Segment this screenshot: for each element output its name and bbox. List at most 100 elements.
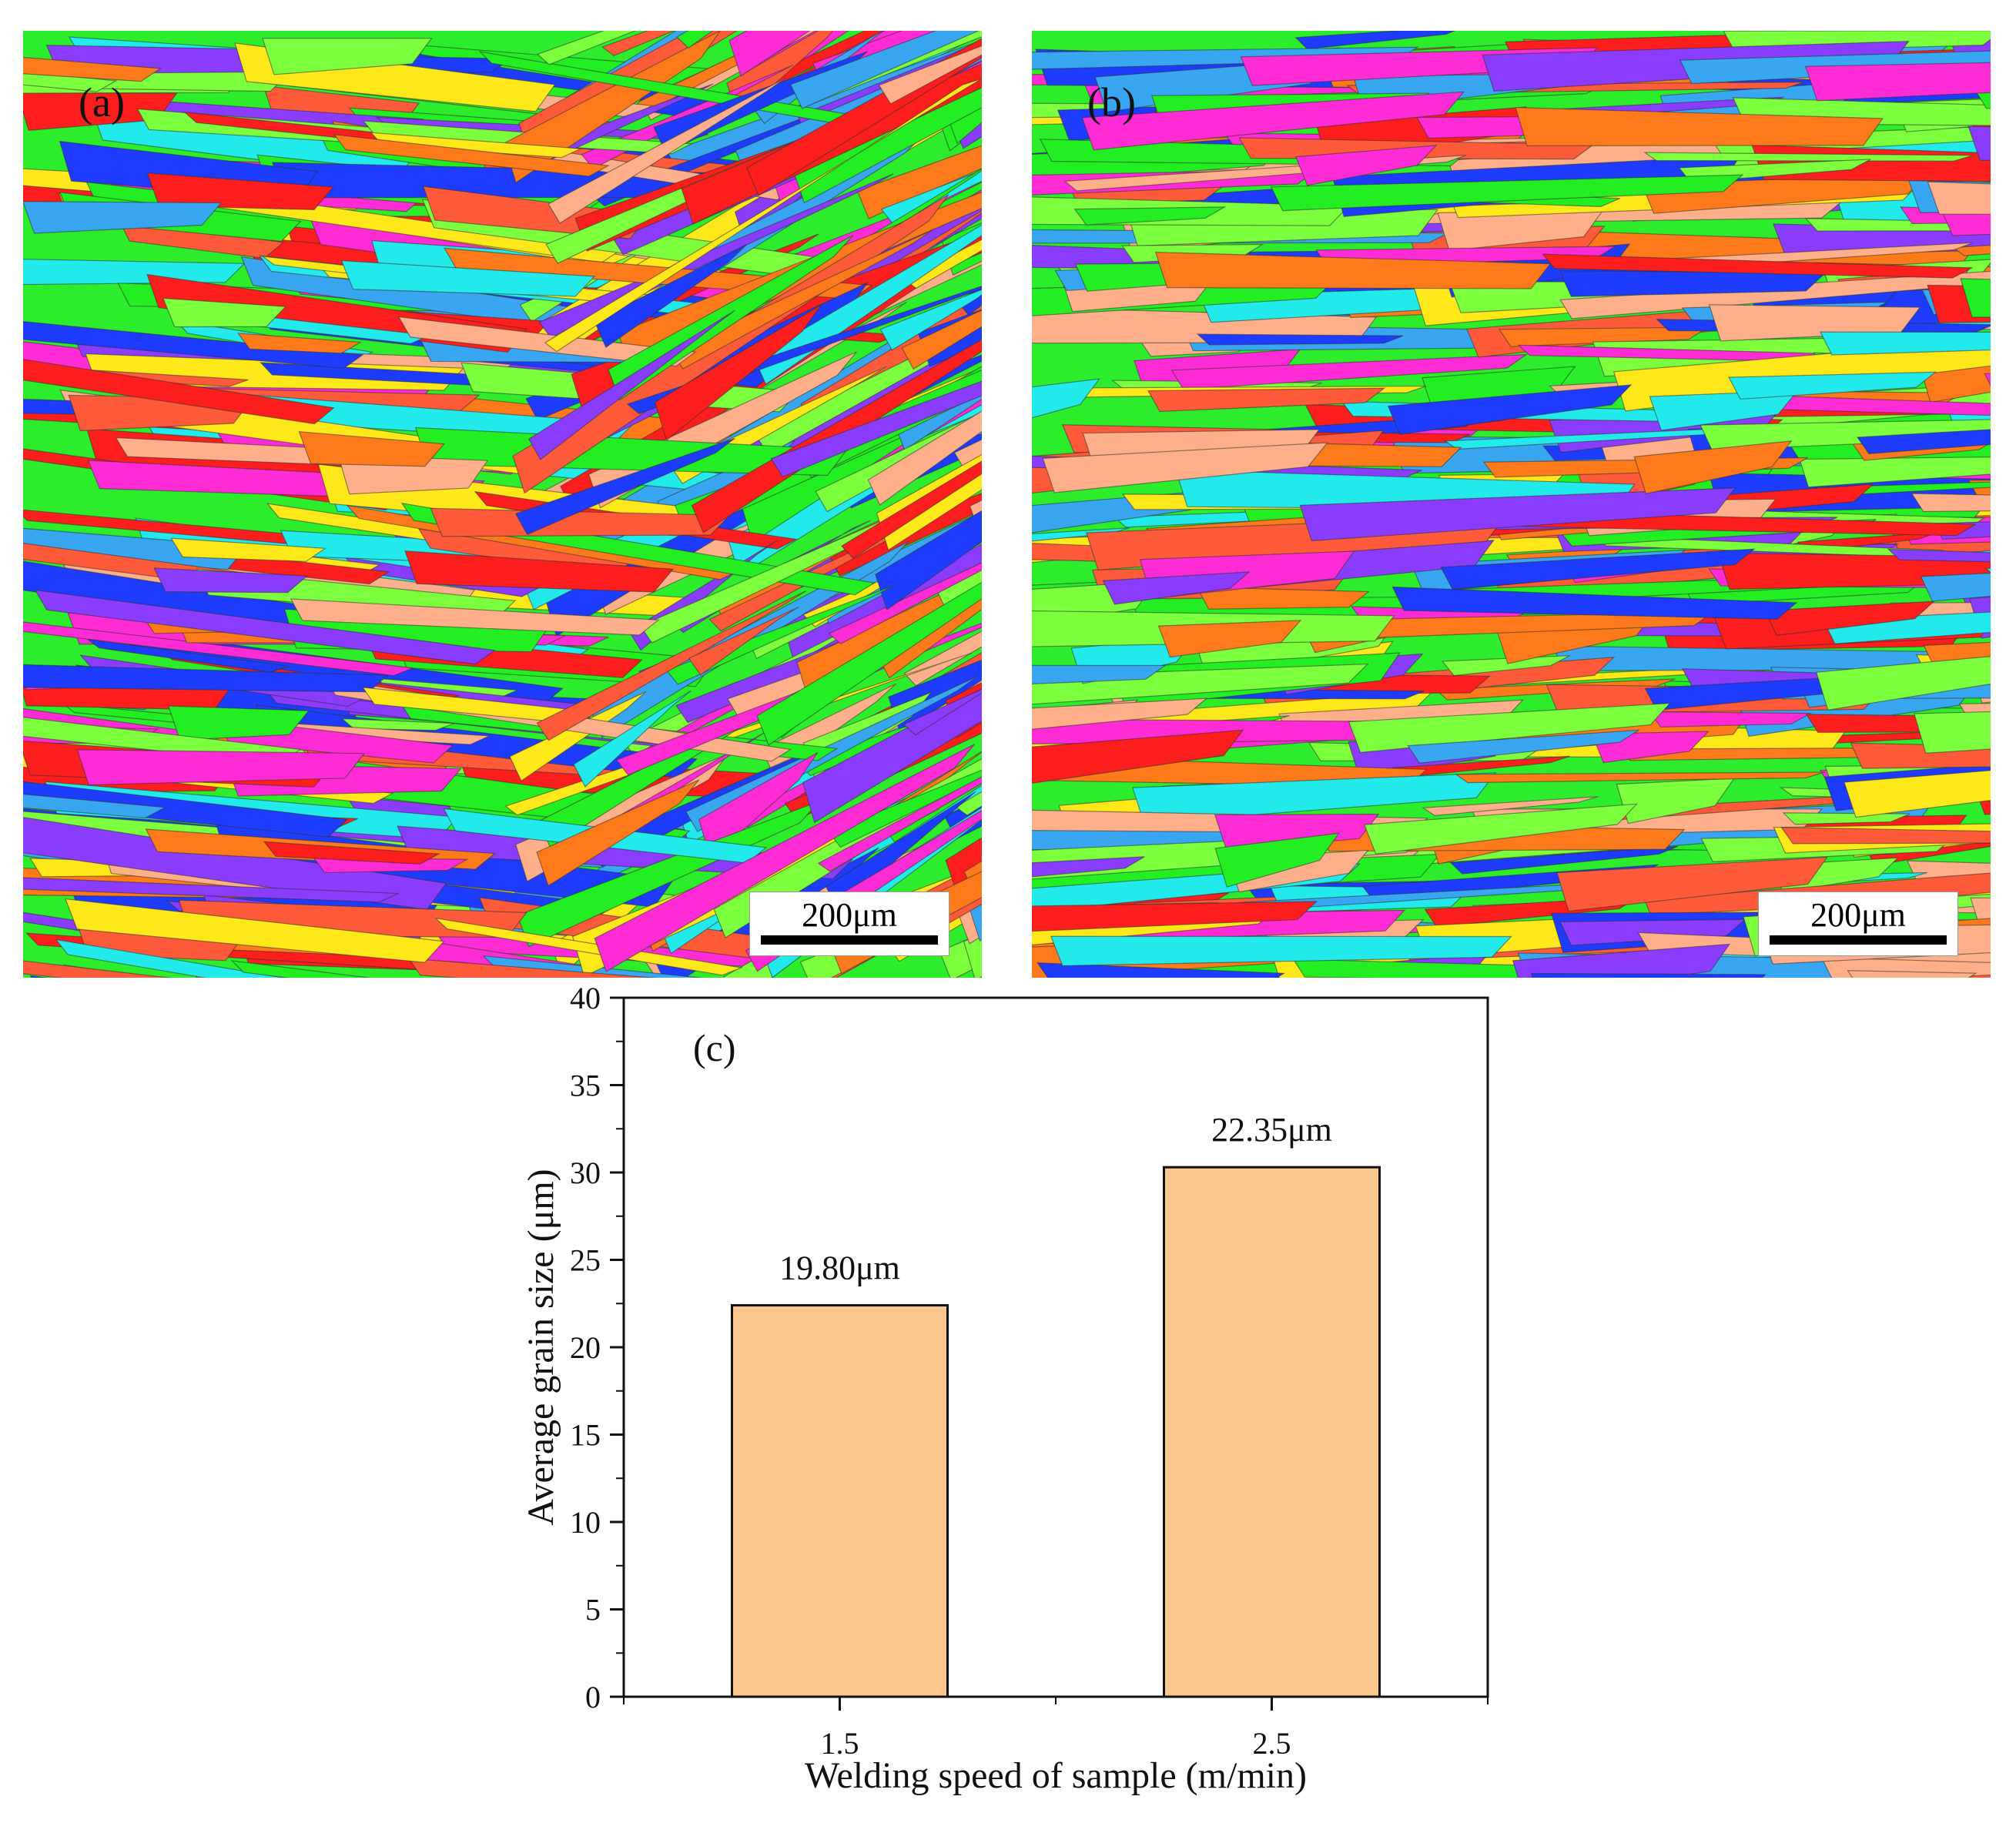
grain xyxy=(1911,493,1991,513)
grain xyxy=(901,309,982,370)
grain xyxy=(236,333,363,354)
grain xyxy=(1920,572,1991,602)
grain xyxy=(1270,174,1744,212)
chart-axes xyxy=(610,996,1489,1711)
grain xyxy=(817,776,982,872)
grain xyxy=(728,31,811,77)
grain xyxy=(263,841,441,865)
grain xyxy=(290,598,660,636)
grain xyxy=(1542,253,1974,279)
grain xyxy=(404,550,675,593)
grain xyxy=(1633,440,1793,495)
grain xyxy=(23,793,167,819)
grain xyxy=(230,960,372,978)
y-tick-label: 25 xyxy=(570,1243,601,1278)
grain xyxy=(1967,125,1991,161)
grain xyxy=(340,259,596,297)
grain xyxy=(548,77,786,224)
grain xyxy=(828,769,982,848)
grain xyxy=(23,781,349,838)
grain xyxy=(1032,378,1101,419)
grain xyxy=(1032,901,1318,932)
grain xyxy=(76,749,366,786)
y-tick-label: 0 xyxy=(585,1680,601,1714)
grain xyxy=(1032,697,1208,730)
grain xyxy=(1214,832,1340,888)
grain xyxy=(1391,586,1798,620)
grain xyxy=(676,31,714,49)
y-tick-label: 30 xyxy=(570,1156,601,1190)
grain xyxy=(594,243,748,349)
grain xyxy=(162,297,287,328)
grain xyxy=(1559,270,1991,319)
grain xyxy=(262,38,433,75)
grain xyxy=(1515,106,1884,147)
panel-label-a: (a) xyxy=(79,79,125,125)
y-tick-label: 15 xyxy=(570,1418,601,1453)
grain xyxy=(1648,711,1813,728)
grain xyxy=(1294,145,1438,186)
ebsd-grain-map-b xyxy=(1032,31,1991,978)
grain xyxy=(55,938,286,978)
grain xyxy=(954,791,982,816)
grain xyxy=(170,537,327,562)
grain xyxy=(23,321,364,369)
grain xyxy=(1170,353,1529,390)
grain xyxy=(514,437,735,536)
grain xyxy=(536,779,700,887)
grain xyxy=(688,607,799,676)
grain xyxy=(407,958,658,978)
grain xyxy=(1196,333,1404,346)
grain xyxy=(1196,586,1370,610)
grain xyxy=(1815,656,1991,711)
grain xyxy=(1387,384,1633,435)
grain xyxy=(29,975,50,978)
grain xyxy=(1530,972,1767,978)
chart-bars xyxy=(731,1166,1381,1698)
grain xyxy=(1856,429,1991,454)
grain xyxy=(770,380,982,478)
grain xyxy=(903,688,982,736)
grain xyxy=(340,717,455,731)
grain xyxy=(1147,387,1386,413)
grain xyxy=(756,581,982,746)
grain xyxy=(1643,152,1974,162)
grain xyxy=(1214,813,1380,851)
grain xyxy=(1407,729,1639,764)
grain xyxy=(1887,548,1991,563)
bar-value-label: 19.80μm xyxy=(779,1249,900,1287)
grain xyxy=(1764,600,1936,637)
panel-label-c: (c) xyxy=(693,1026,736,1069)
grain xyxy=(1032,664,1167,685)
y-tick-label: 5 xyxy=(585,1593,601,1627)
x-axis-title: Welding speed of sample (m/min) xyxy=(805,1755,1307,1796)
scale-bar-b: 200μm xyxy=(1758,891,1958,956)
grain xyxy=(1984,373,1991,386)
grain xyxy=(146,172,335,211)
grain xyxy=(903,239,982,289)
grain xyxy=(504,31,721,184)
grain xyxy=(23,201,223,234)
ebsd-grain-map-a xyxy=(23,31,982,978)
grain xyxy=(536,590,807,741)
scale-bar-a: 200μm xyxy=(749,891,949,956)
grain xyxy=(23,56,162,82)
grain xyxy=(601,31,675,57)
grain xyxy=(1914,711,1991,754)
grain xyxy=(1819,331,1991,356)
grain xyxy=(594,744,975,972)
grain xyxy=(1941,209,1991,236)
grain xyxy=(665,585,894,685)
scale-bar-a-line xyxy=(761,935,938,945)
grain xyxy=(856,145,982,219)
grain xyxy=(34,589,497,665)
grain xyxy=(1102,571,1251,605)
grain xyxy=(1154,251,1552,289)
grain xyxy=(1847,970,1977,978)
grain xyxy=(536,31,637,65)
grain xyxy=(879,289,982,351)
grain xyxy=(828,562,982,645)
grain xyxy=(1780,827,1991,845)
grain xyxy=(1556,856,1828,912)
grain xyxy=(1455,771,1826,784)
